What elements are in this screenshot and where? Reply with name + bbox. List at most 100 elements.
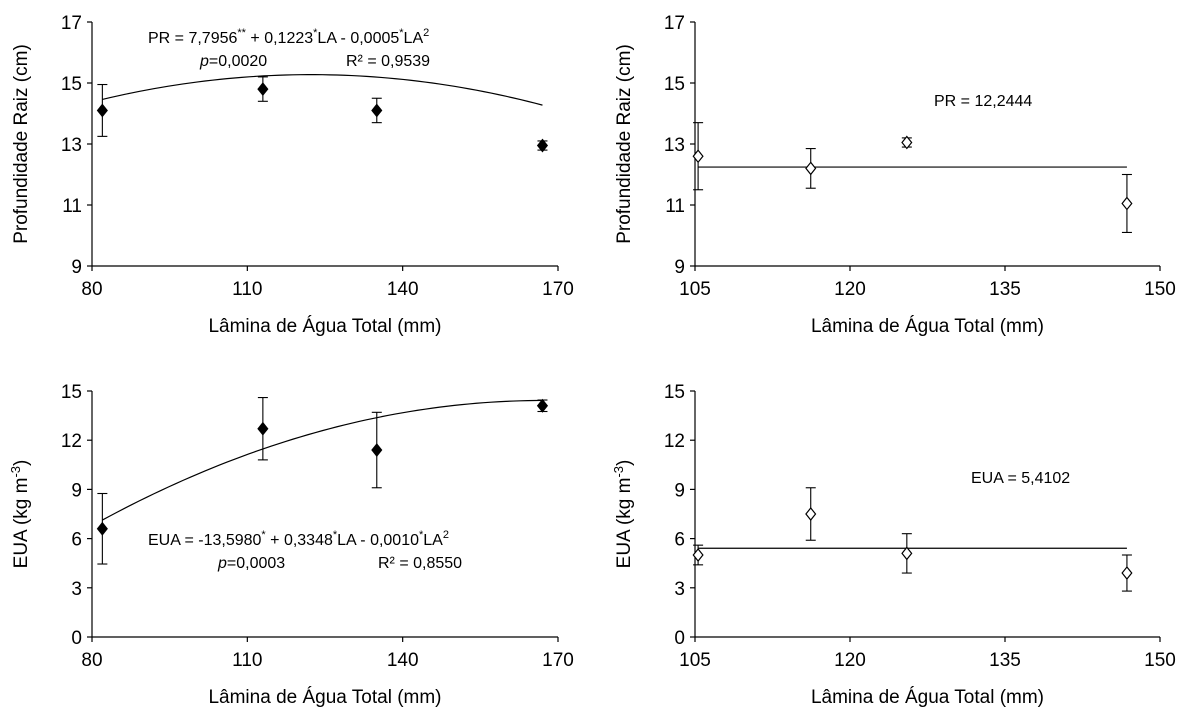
y-tick-label: 9 — [71, 480, 82, 501]
equation-part: LA - 0,0010 — [337, 532, 419, 549]
data-point-marker — [257, 82, 269, 97]
equation-p-value: p=0,0003 — [217, 555, 285, 572]
chart-eua-left: 0 3 6 9 12 15 80 110 140 170 Lâmina de Água Total … — [8, 382, 574, 708]
y-axis-label: Profundidade Raiz (cm) — [614, 44, 635, 244]
p-label: p — [217, 555, 227, 572]
chart-pr-left: 9 11 13 15 17 80 110 140 170 Lâmina de Água Total… — [11, 13, 574, 337]
data-point-marker — [371, 103, 383, 118]
equation-line: PR = 7,7956** + 0,1223*LA - 0,0005*LA2 — [148, 27, 429, 47]
y-tick-label: 17 — [61, 13, 82, 34]
y-tick-label: 0 — [674, 628, 685, 649]
data-point-marker — [536, 398, 549, 413]
data-point-marker — [1121, 196, 1133, 211]
equation-part: LA - 0,0005 — [317, 30, 399, 47]
y-tick-label: 9 — [71, 257, 82, 278]
equation-superscript: 2 — [443, 529, 449, 541]
data-point-group — [257, 397, 269, 461]
data-point-marker — [1121, 566, 1133, 581]
data-point-group — [805, 148, 817, 189]
data-point-marker — [805, 507, 817, 521]
equation-part: + 0,3348 — [266, 532, 333, 549]
data-point-group — [96, 492, 108, 565]
y-axis-label: EUA (kg m-3) — [611, 460, 635, 569]
data-point-marker — [96, 103, 108, 118]
equation-superscript: * — [313, 27, 318, 39]
equation-part: LA — [404, 30, 424, 47]
y-tick-label: 11 — [665, 196, 685, 217]
equation-line: EUA = -13,5980* + 0,3348*LA - 0,0010*LA2 — [148, 529, 449, 549]
data-point-group — [901, 135, 913, 150]
equation-part: + 0,1223 — [246, 30, 313, 47]
y-tick-label: 12 — [61, 431, 82, 452]
data-point-group — [805, 487, 817, 541]
chart-pr-right: 9 11 13 15 17 105 120 135 150 Lâmina de Água Tota… — [614, 13, 1176, 337]
equation-r2: R² = 0,9539 — [346, 53, 430, 70]
x-tick-label: 80 — [81, 279, 102, 300]
x-axis-label: Lâmina de Água Total (mm) — [811, 687, 1044, 708]
data-point-group — [1121, 554, 1133, 592]
x-tick-label: 110 — [232, 650, 262, 671]
x-tick-label: 150 — [1144, 279, 1176, 300]
data-point-group — [96, 83, 108, 137]
data-point-marker — [96, 521, 108, 536]
y-tick-label: 15 — [664, 382, 685, 403]
x-axis-label: Lâmina de Água Total (mm) — [208, 687, 441, 708]
p-value: =0,0003 — [227, 555, 285, 572]
x-tick-label: 120 — [834, 279, 866, 300]
data-point-marker — [692, 149, 704, 164]
x-tick-label: 80 — [81, 650, 102, 671]
p-label: p — [199, 53, 209, 70]
y-tick-label: 15 — [664, 74, 685, 95]
y-axis-label: EUA (kg m-3) — [8, 460, 32, 569]
y-tick-label: 9 — [674, 480, 685, 501]
y-tick-label: 0 — [71, 628, 82, 649]
y-tick-label: 13 — [61, 135, 82, 156]
data-point-group — [692, 122, 704, 191]
y-tick-label: 6 — [674, 530, 685, 551]
data-point-marker — [692, 548, 704, 562]
x-tick-label: 105 — [679, 650, 711, 671]
y-axis-label-sup: -3 — [8, 466, 23, 478]
y-tick-label: 12 — [664, 431, 685, 452]
fit-curve — [102, 74, 543, 106]
data-point-group — [536, 138, 549, 153]
x-tick-label: 140 — [387, 650, 419, 671]
equation-superscript: * — [333, 529, 338, 541]
equation-part: EUA = -13,5980 — [148, 532, 262, 549]
data-point-group — [1121, 173, 1133, 233]
fit-curve — [102, 399, 543, 521]
x-tick-label: 140 — [387, 279, 419, 300]
equation-superscript: ** — [237, 27, 246, 39]
x-axis-label: Lâmina de Água Total (mm) — [208, 316, 441, 337]
data-point-marker — [901, 135, 913, 150]
y-tick-label: 17 — [664, 13, 685, 34]
data-point-group — [371, 411, 383, 489]
y-axis-label-part: EUA (kg m — [614, 478, 635, 569]
data-point-group — [371, 97, 383, 124]
y-axis-label-part: ) — [614, 460, 635, 466]
data-point-group — [536, 398, 549, 413]
equation-superscript: * — [419, 529, 424, 541]
data-point-marker — [805, 161, 817, 176]
y-axis-label-part: EUA (kg m — [11, 478, 32, 569]
equation-superscript: * — [261, 529, 266, 541]
y-tick-label: 15 — [61, 382, 82, 403]
equation-line: PR = 12,2444 — [934, 93, 1032, 110]
equation-r2: R² = 0,8550 — [378, 555, 462, 572]
x-tick-label: 150 — [1144, 650, 1176, 671]
y-tick-label: 13 — [664, 135, 685, 156]
data-point-marker — [257, 421, 269, 436]
x-axis-label: Lâmina de Água Total (mm) — [811, 316, 1044, 337]
equation-part: PR = 7,7956 — [148, 30, 238, 47]
x-tick-label: 110 — [232, 279, 262, 300]
x-tick-label: 135 — [989, 650, 1021, 671]
equation-line: EUA = 5,4102 — [971, 470, 1070, 487]
x-tick-label: 135 — [989, 279, 1021, 300]
y-axis-label: Profundidade Raiz (cm) — [11, 44, 32, 244]
p-value: =0,0020 — [209, 53, 267, 70]
data-point-marker — [901, 546, 913, 561]
y-axis-label-part: ) — [11, 460, 32, 466]
x-tick-label: 170 — [542, 279, 574, 300]
x-tick-label: 105 — [679, 279, 711, 300]
